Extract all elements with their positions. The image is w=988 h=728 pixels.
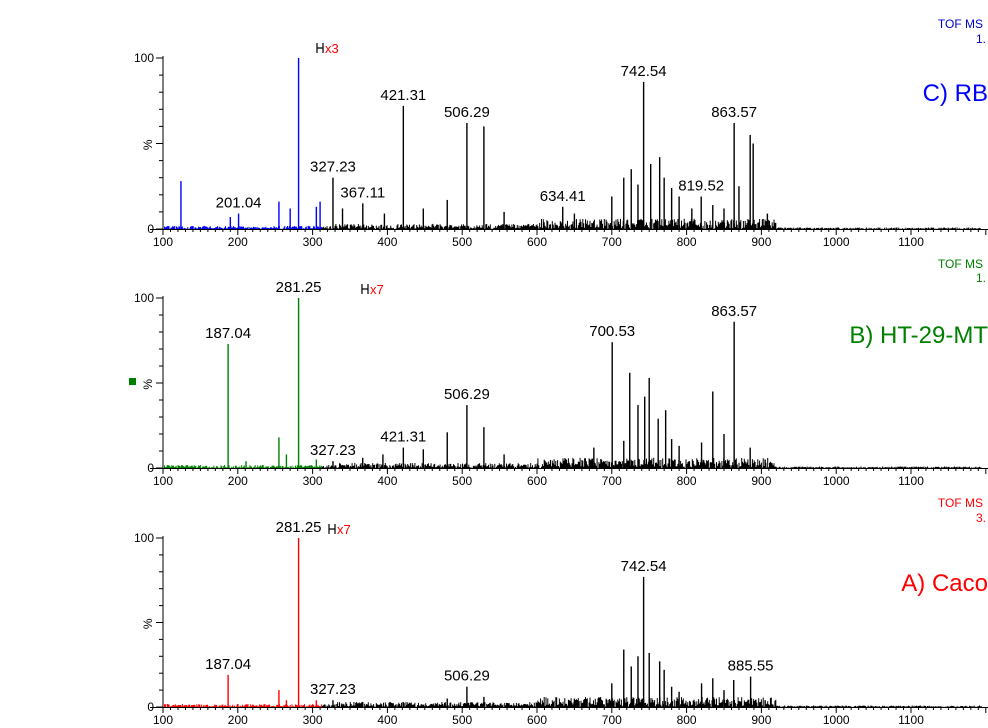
peak-label: 421.31 [380, 429, 426, 446]
x-tick-label: 900 [751, 713, 771, 727]
x-tick-label: 100 [153, 474, 173, 488]
header-value: 1. [976, 32, 986, 46]
panel-title: A) Caco [901, 570, 988, 597]
peak-label: 506.29 [444, 386, 490, 403]
peak-label: 281.25 [276, 519, 322, 536]
baseline-noise [322, 697, 982, 707]
x-tick-label: 900 [751, 235, 771, 249]
x-tick-label: 1000 [823, 235, 850, 249]
peak-label: 506.29 [444, 104, 490, 121]
x-tick-label: 1100 [898, 235, 924, 249]
peak-label: 506.29 [444, 668, 490, 685]
zoom-label: x7 [370, 282, 384, 297]
peak-label: 819.52 [678, 178, 724, 195]
peak-label: 367.11 [340, 184, 385, 201]
y-tick-label: 0 [147, 700, 154, 714]
y-tick-label: % [141, 379, 155, 390]
y-tick-label: 0 [147, 461, 154, 475]
x-tick-label: 500 [452, 235, 472, 249]
header-value: 1. [976, 271, 986, 285]
x-tick-label: 900 [751, 474, 771, 488]
x-tick-label: 400 [377, 235, 397, 249]
peak-label: 863.57 [711, 303, 757, 320]
x-tick-label: 100 [153, 713, 173, 727]
peak-label: 634.41 [540, 188, 586, 205]
x-tick-label: 700 [602, 235, 622, 249]
peak-label: 187.04 [205, 325, 251, 342]
y-tick-label: % [141, 618, 155, 629]
x-tick-label: 200 [228, 474, 248, 488]
zoom-marker-icon [316, 43, 324, 53]
x-tick-label: 1000 [823, 713, 850, 727]
x-tick-label: 500 [452, 474, 472, 488]
y-tick-label: % [141, 139, 155, 150]
spectrum-panel-a: 187.04 281.25 327.23 506.29 742.54 885.55 100 2… [134, 496, 988, 727]
x-tick-label: 300 [303, 713, 323, 727]
header-label: TOF MS [938, 257, 983, 271]
y-tick-label: 100 [134, 51, 154, 65]
peak-label: 863.57 [711, 104, 757, 121]
x-tick-label: 200 [228, 713, 248, 727]
header-value: 3. [976, 511, 986, 525]
x-tick-label: 100 [153, 235, 173, 249]
baseline-noise [322, 457, 982, 468]
zoom-label: x3 [325, 41, 339, 56]
x-tick-label: 300 [303, 235, 323, 249]
peak-label: 201.04 [216, 195, 262, 212]
y-tick-label: 0 [147, 222, 154, 236]
peak-label: 281.25 [276, 279, 322, 296]
zoom-marker-icon [328, 524, 336, 534]
x-tick-label: 600 [527, 713, 547, 727]
x-tick-label: 800 [677, 235, 697, 249]
x-tick-label: 300 [303, 474, 323, 488]
panel-title: C) RB [923, 80, 988, 107]
peak-label: 327.23 [310, 681, 356, 698]
x-tick-label: 1000 [823, 474, 850, 488]
x-tick-label: 1100 [898, 713, 924, 727]
y-tick-label: 100 [134, 291, 154, 305]
header-label: TOF MS [938, 496, 983, 510]
x-tick-label: 200 [228, 235, 248, 249]
x-tick-label: 400 [377, 713, 397, 727]
x-tick-label: 500 [452, 713, 472, 727]
x-tick-label: 400 [377, 474, 397, 488]
x-tick-label: 700 [602, 713, 622, 727]
peak-label: 742.54 [621, 63, 667, 80]
spectrum-panel-b: 187.04 281.25 327.23 421.31 506.29 700.53 863.… [134, 257, 988, 488]
peak-label: 742.54 [621, 558, 667, 575]
legend-square-icon [129, 378, 136, 385]
spectrum-panel-c: 201.04 327.23 367.11 421.31 506.29 634.41 742.… [134, 17, 988, 249]
x-tick-label: 600 [527, 474, 547, 488]
panel-title: B) HT-29-MT [849, 322, 988, 349]
x-tick-label: 800 [677, 713, 697, 727]
x-tick-label: 600 [527, 235, 547, 249]
zoom-marker-icon [361, 284, 369, 294]
x-tick-label: 700 [602, 474, 622, 488]
x-tick-label: 800 [677, 474, 697, 488]
zoom-label: x7 [337, 522, 351, 537]
peak-label: 327.23 [310, 159, 356, 176]
peak-label: 187.04 [205, 656, 251, 673]
peak-label: 327.23 [310, 442, 356, 459]
y-tick-label: 100 [134, 531, 154, 545]
header-label: TOF MS [938, 17, 983, 31]
peak-label: 421.31 [380, 87, 426, 104]
x-tick-label: 1100 [898, 474, 924, 488]
peak-label: 700.53 [589, 323, 635, 340]
baseline-noise [322, 218, 981, 229]
peak-label: 885.55 [728, 658, 774, 675]
